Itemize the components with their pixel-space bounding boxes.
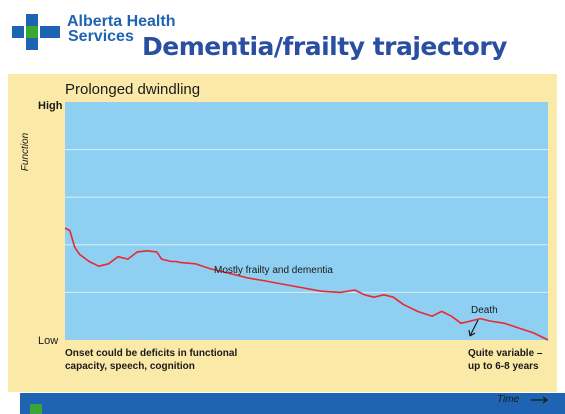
footer-corner [0, 393, 20, 414]
x-axis-label-box: Time [497, 394, 520, 405]
series-line [64, 227, 549, 341]
plot-area [65, 102, 548, 340]
annotation-death: Death [471, 305, 498, 316]
alberta-health-services-logo-icon [12, 14, 60, 50]
gridlines [65, 149, 548, 293]
org-name-line2: Services [68, 28, 134, 45]
footer-bar [0, 393, 565, 414]
death-arrow-icon [468, 319, 479, 337]
slide-header: Alberta Health Services Dementia/frailty… [0, 0, 565, 72]
footer-logo-fragment-icon [30, 404, 42, 414]
chart-title: Prolonged dwindling [65, 81, 200, 98]
y-tick-high: High [38, 100, 63, 112]
organization-name: Alberta Health Services [67, 13, 187, 45]
y-axis-label: Function [20, 132, 31, 171]
y-tick-low: Low [38, 335, 58, 347]
annotation-duration-line1: Quite variable – [468, 348, 543, 359]
chart: Prolonged dwindling Function High Low Mo… [20, 81, 549, 372]
annotation-onset-line2: capacity, speech, cognition [65, 361, 195, 372]
slide-title: Dementia/frailty trajectory [142, 32, 507, 61]
annotation-mostly-frailty: Mostly frailty and dementia [214, 265, 333, 276]
annotation-duration-line2: up to 6-8 years [468, 361, 539, 372]
org-name-line1: Alberta Health [67, 13, 176, 30]
time-arrow-icon [531, 396, 548, 404]
annotation-onset-line1: Onset could be deficits in functional [65, 348, 237, 359]
trajectory-figure: Prolonged dwindling Function High Low Mo… [8, 74, 557, 392]
